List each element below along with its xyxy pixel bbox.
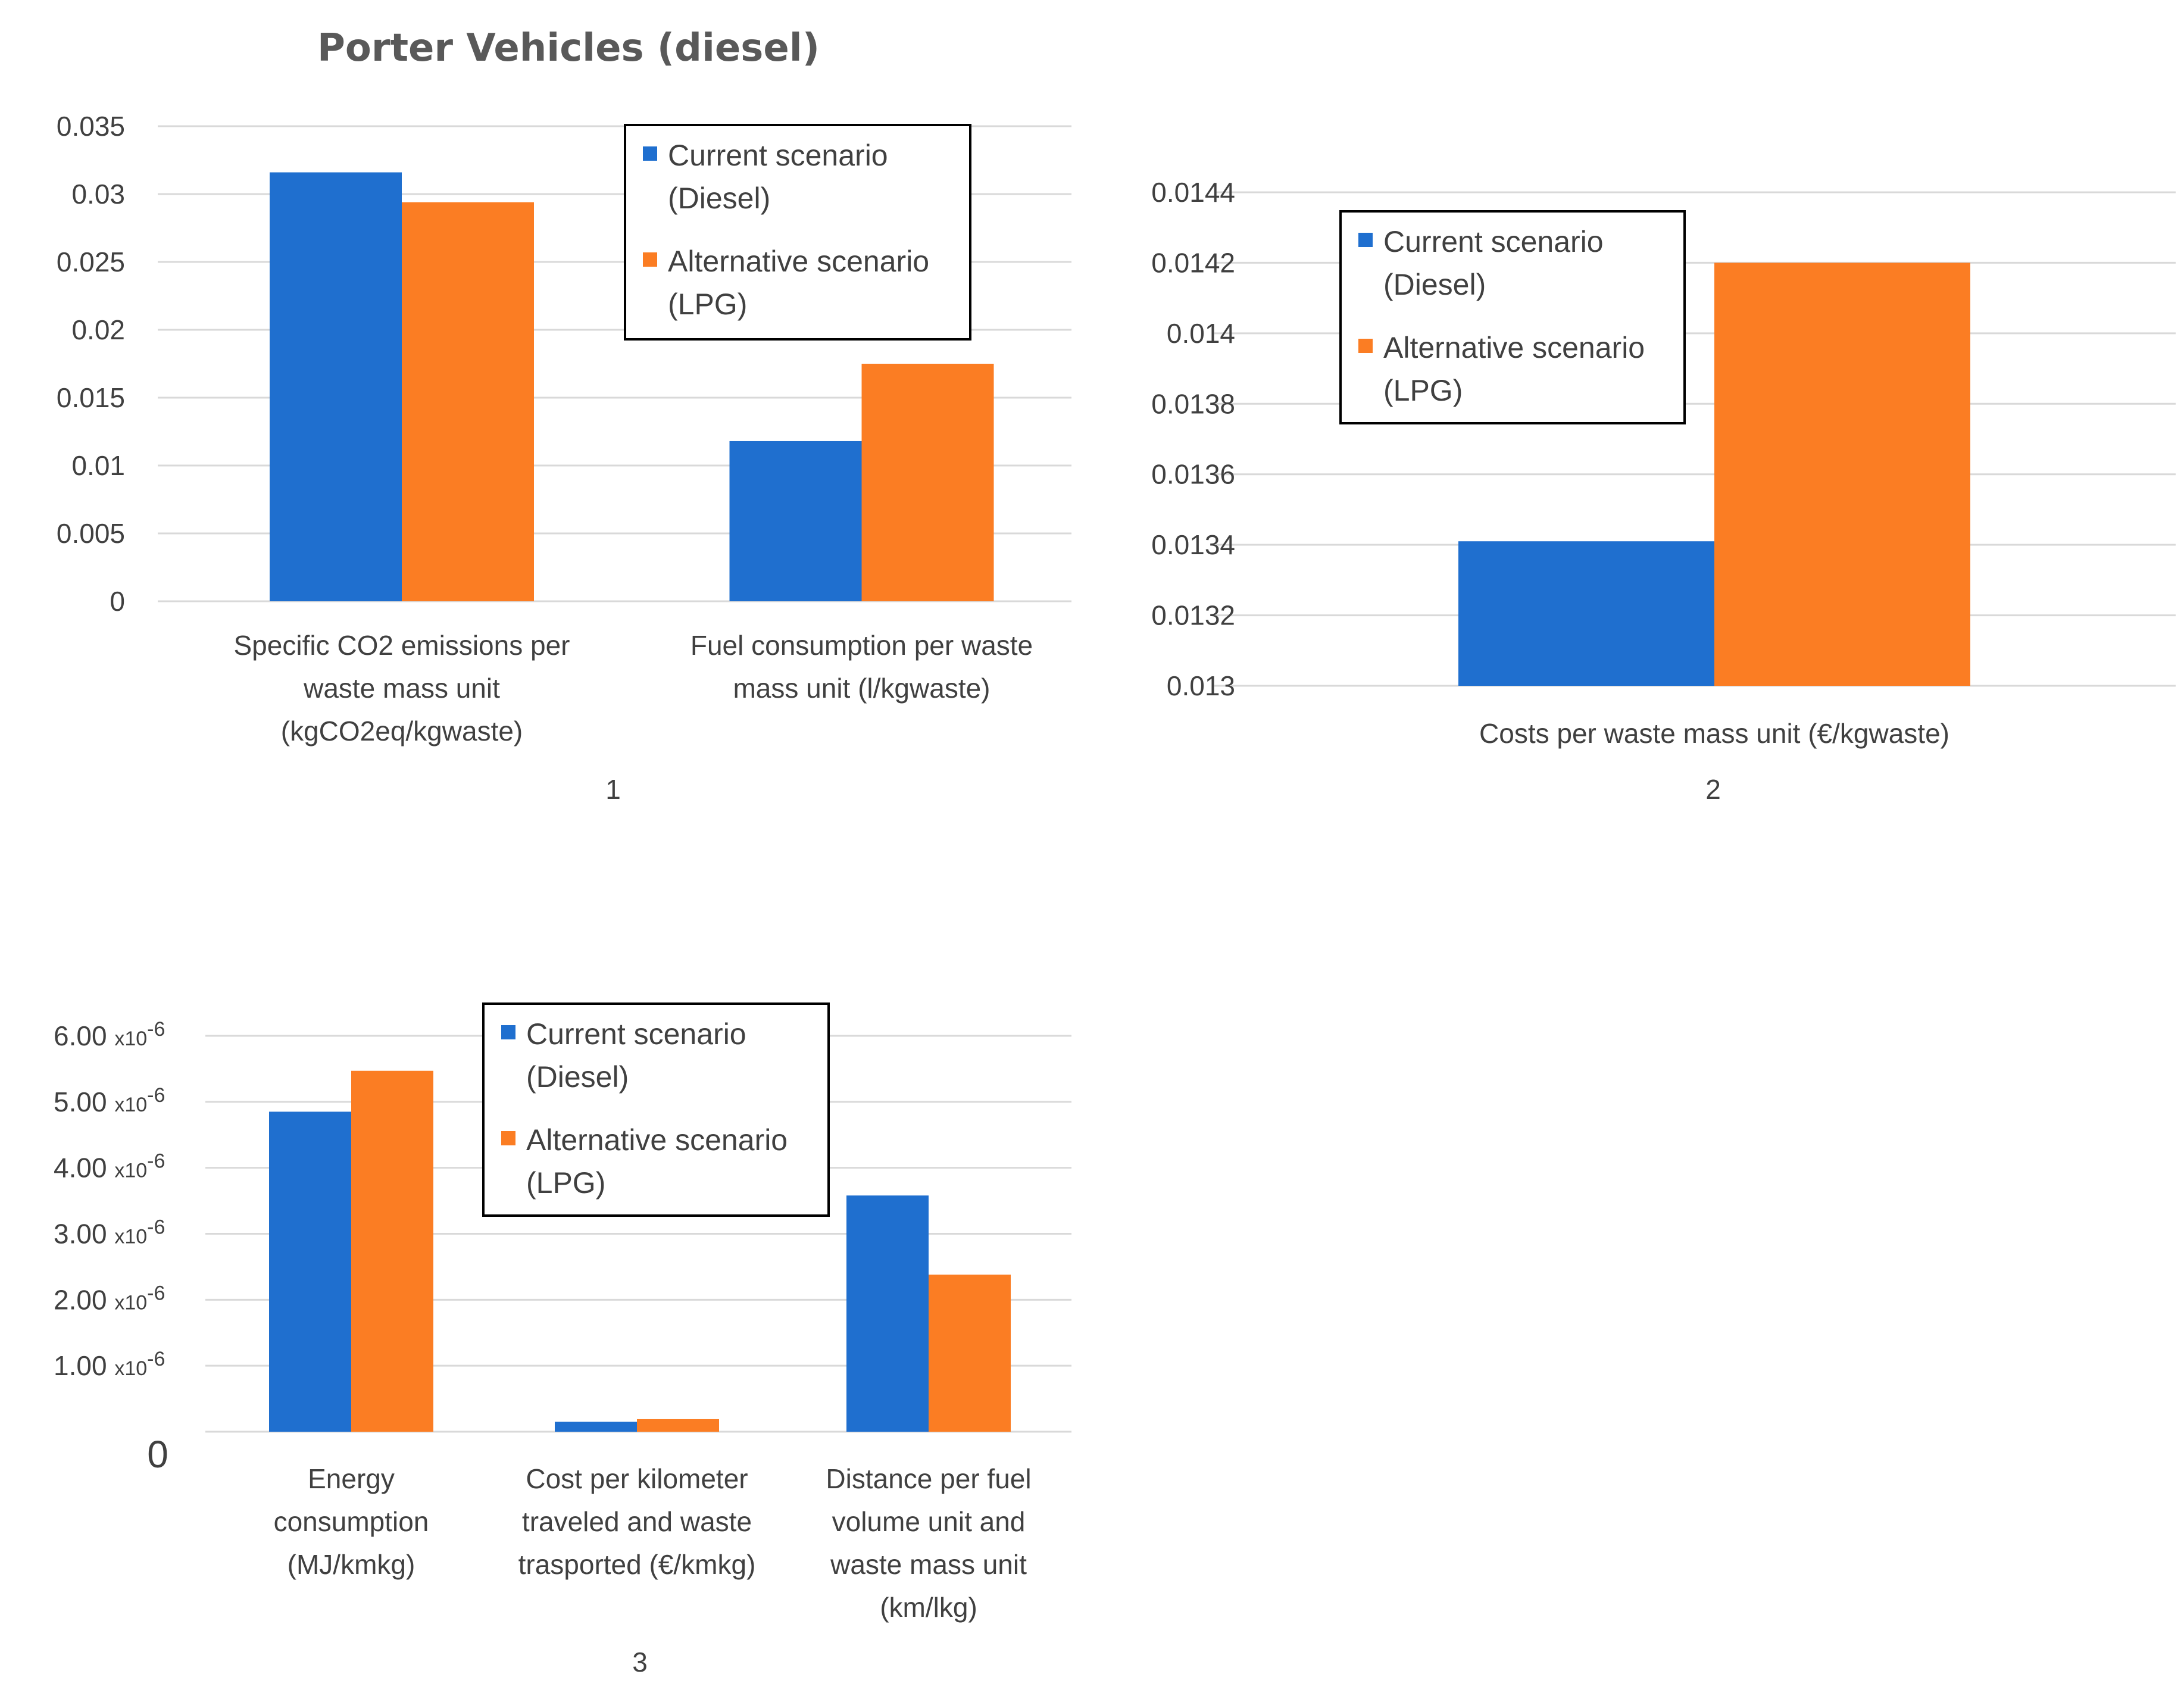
y-tick-label: 0.014 [1167, 318, 1235, 349]
chart-2: 0.0144 0.0142 0.014 0.0138 0.0136 0.0134 0.013… [1151, 177, 2176, 805]
y-tick-label: 0.0134 [1151, 529, 1235, 560]
y-tick-label: 6.00 x10-6 [54, 1018, 165, 1051]
legend-swatch-alternative [1358, 339, 1373, 353]
legend-swatch-current [1358, 233, 1373, 247]
chart-3: 6.00 x10-6 5.00 x10-6 4.00 x10-6 3.00 x10-6… [54, 1002, 1071, 1678]
legend-label: (Diesel) [1383, 268, 1486, 301]
category-label: Costs per waste mass unit (€/kgwaste) [1479, 718, 1949, 749]
category-label: volume unit and [832, 1506, 1026, 1537]
legend: Current scenario (Diesel) Alternative scen… [1339, 210, 1686, 424]
legend-box [624, 124, 971, 341]
legend-swatch-current [643, 146, 657, 161]
y-tick-label: 0.035 [57, 111, 125, 142]
y-tick-label: 0.03 [71, 179, 125, 210]
chart-number-label: 1 [605, 774, 621, 805]
legend-label: Alternative scenario [668, 245, 929, 278]
y-tick-label: 5.00 x10-6 [54, 1084, 165, 1117]
y-tick-label: 0 [110, 586, 125, 617]
category-label: consumption [274, 1506, 429, 1537]
chart-number-label: 2 [1705, 774, 1721, 805]
bar-current [846, 1195, 929, 1432]
y-tick-label: 0.0132 [1151, 600, 1235, 631]
legend-swatch-current [501, 1025, 515, 1039]
legend: Current scenario (Diesel) Alternative scen… [624, 124, 971, 341]
y-tick-label: 0.013 [1167, 670, 1235, 701]
legend-label: Current scenario [668, 139, 888, 172]
y-tick-label: 0.0142 [1151, 247, 1235, 278]
y-tick-label: 0.0144 [1151, 177, 1235, 208]
bar-current [555, 1422, 637, 1432]
bar-alternative [929, 1275, 1011, 1432]
legend-label: Alternative scenario [1383, 331, 1645, 364]
legend-label: (Diesel) [526, 1060, 629, 1094]
bar-current [269, 1111, 351, 1432]
y-tick-label: 2.00 x10-6 [54, 1282, 165, 1315]
bar-current [1458, 541, 1714, 686]
y-tick-label: 4.00 x10-6 [54, 1150, 165, 1183]
category-label: traveled and waste [522, 1506, 752, 1537]
category-label: Specific CO2 emissions per [234, 630, 570, 661]
y-tick-label: 1.00 x10-6 [54, 1348, 165, 1381]
category-label: (kgCO2eq/kgwaste) [281, 716, 523, 747]
category-label: Cost per kilometer [526, 1463, 748, 1494]
y-tick-label: 0.0136 [1151, 459, 1235, 490]
bar-alternative [402, 202, 534, 601]
chart-number-label: 3 [632, 1647, 648, 1678]
legend-label: (LPG) [668, 288, 747, 321]
category-label: Energy [308, 1463, 395, 1494]
y-tick-label: 3.00 x10-6 [54, 1216, 165, 1250]
legend: Current scenario (Diesel) Alternative scen… [482, 1002, 830, 1217]
legend-label: (Diesel) [668, 182, 770, 215]
y-tick-label: 0.02 [71, 314, 125, 345]
chart-title: Porter Vehicles (diesel) [317, 26, 820, 70]
category-label: (km/lkg) [880, 1592, 977, 1623]
y-tick-label: 0.0138 [1151, 388, 1235, 419]
y-tick-label: 0.025 [57, 246, 125, 277]
legend-swatch-alternative [643, 252, 657, 267]
y-tick-label: 0.005 [57, 518, 125, 549]
y-tick-label: 0.015 [57, 382, 125, 413]
category-label: waste mass unit [830, 1549, 1027, 1580]
bar-alternative [861, 364, 994, 601]
y-tick-label: 0.01 [71, 450, 125, 481]
bar-current [270, 172, 402, 601]
bar-alternative [351, 1070, 433, 1432]
legend-label: (LPG) [1383, 374, 1463, 407]
legend-swatch-alternative [501, 1131, 515, 1145]
category-label: waste mass unit [303, 673, 500, 704]
category-label: (MJ/kmkg) [288, 1549, 415, 1580]
category-label: Fuel consumption per waste [690, 630, 1033, 661]
legend-box [1339, 210, 1686, 424]
legend-label: Current scenario [1383, 225, 1604, 258]
y-zero-label: 0 [147, 1433, 168, 1476]
legend-label: Alternative scenario [526, 1123, 788, 1157]
legend-label: (LPG) [526, 1166, 605, 1200]
legend-box [482, 1002, 830, 1217]
legend-label: Current scenario [526, 1017, 746, 1051]
chart-1: 0.035 0.03 0.025 0.02 0.015 0.01 0.005 0 Specifi… [57, 111, 1071, 805]
category-label: mass unit (l/kgwaste) [733, 673, 990, 704]
bar-alternative [1714, 263, 1970, 686]
bar-current [729, 441, 862, 601]
category-label: Distance per fuel [826, 1463, 1031, 1494]
category-label: trasported (€/kmkg) [518, 1549, 756, 1580]
bar-alternative [637, 1419, 719, 1432]
